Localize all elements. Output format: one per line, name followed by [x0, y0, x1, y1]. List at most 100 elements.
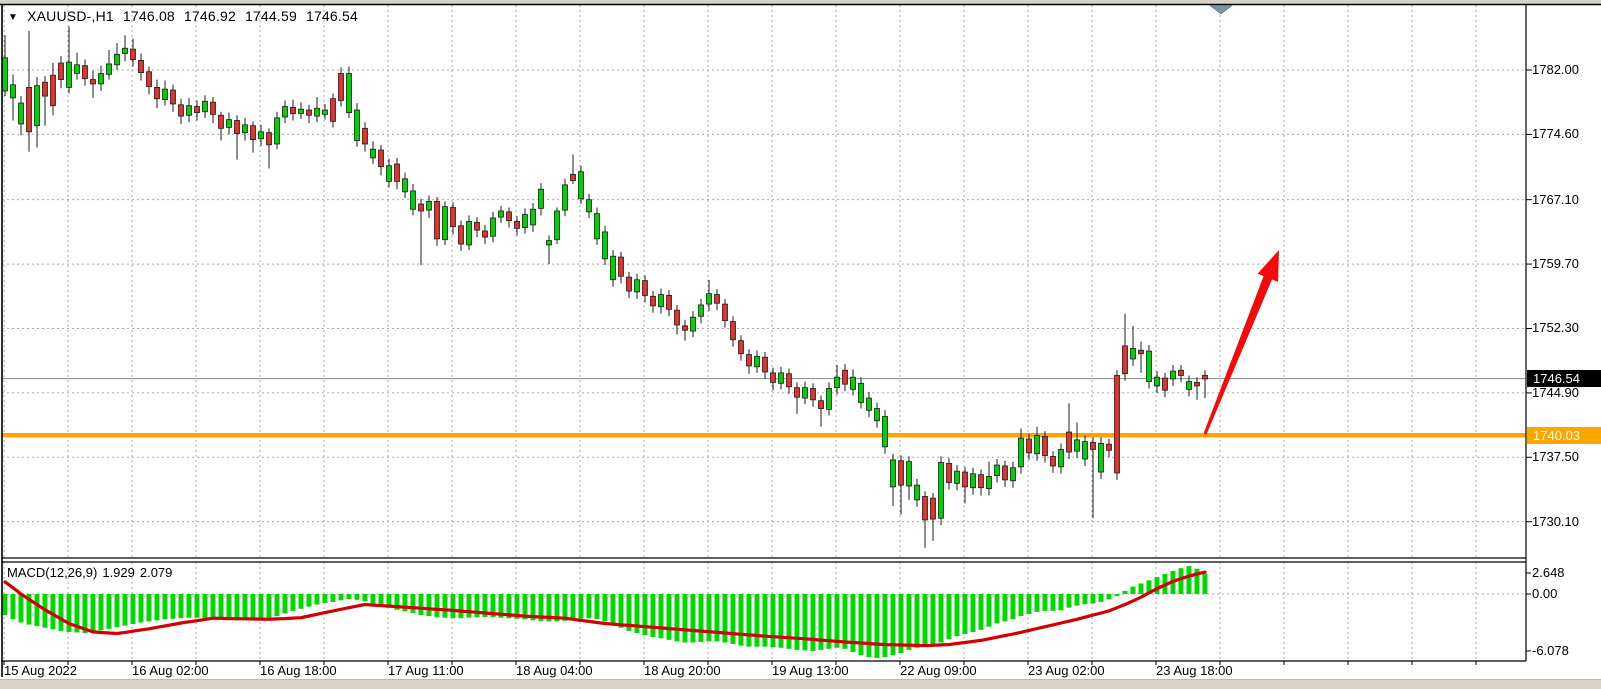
candle [138, 60, 144, 74]
high-value: 1746.92 [183, 8, 236, 24]
candle [1090, 442, 1096, 450]
macd-histogram-bar [914, 594, 920, 648]
macd-histogram-bar [978, 594, 984, 630]
candle [490, 217, 496, 237]
macd-histogram-bar [866, 594, 872, 658]
candle [386, 165, 392, 182]
candle [802, 387, 808, 399]
time-axis-label: 23 Aug 18:00 [1156, 663, 1233, 678]
macd-histogram-bar [210, 594, 216, 619]
macd-histogram-bar [1138, 583, 1144, 594]
macd-histogram-bar [402, 594, 408, 612]
candle [610, 255, 616, 281]
price-axis-label: 1752.30 [1532, 320, 1579, 336]
macd-axis-label: 2.648 [1532, 565, 1565, 580]
window-top-edge [0, 0, 1601, 4]
candle [1058, 449, 1064, 468]
candle [226, 119, 232, 128]
candle [858, 382, 864, 403]
macd-signal-value: 2.079 [139, 565, 173, 580]
macd-axis-label: -6.078 [1532, 643, 1569, 658]
candle [538, 188, 544, 209]
macd-histogram-bar [258, 594, 264, 620]
candle [1162, 377, 1168, 391]
candle [514, 221, 520, 229]
price-axis-label: 1759.70 [1532, 256, 1579, 272]
chevron-down-icon[interactable]: ▼ [8, 12, 19, 23]
price-axis-label: 1730.10 [1532, 513, 1579, 529]
macd-histogram-bar [1154, 577, 1160, 594]
macd-histogram-bar [554, 594, 560, 622]
candle [474, 221, 480, 231]
macd-histogram-bar [746, 594, 752, 647]
macd-histogram-bar [322, 594, 328, 603]
candle [914, 484, 920, 501]
candle [18, 102, 24, 125]
candle [1170, 370, 1176, 380]
macd-histogram-bar [242, 594, 248, 621]
candle [722, 303, 728, 322]
candle [370, 148, 376, 159]
macd-histogram-bar [698, 594, 704, 642]
macd-histogram-bar [602, 594, 608, 622]
candle [50, 74, 56, 107]
candle [1194, 382, 1200, 387]
macd-histogram-bar [1178, 568, 1184, 594]
candle [898, 460, 904, 486]
price-axis-label: 1744.90 [1532, 384, 1579, 400]
macd-histogram-bar [618, 594, 624, 628]
macd-histogram-bar [842, 594, 848, 649]
macd-histogram-bar [1202, 573, 1208, 594]
macd-histogram-bar [474, 594, 480, 618]
macd-histogram-bar [538, 594, 544, 621]
candle [986, 476, 992, 489]
macd-histogram-bar [1034, 594, 1040, 612]
macd-histogram-bar [874, 594, 880, 659]
candle [354, 109, 360, 141]
macd-histogram-bar [1186, 566, 1192, 594]
macd-histogram-bar [442, 594, 448, 618]
macd-histogram-bar [658, 594, 664, 639]
candle [738, 340, 744, 355]
candle [642, 280, 648, 296]
macd-histogram-bar [962, 594, 968, 635]
candle [938, 462, 944, 519]
macd-histogram-bar [1082, 594, 1088, 605]
macd-histogram-bar [282, 594, 288, 614]
macd-histogram-bar [522, 594, 528, 620]
candle [618, 256, 624, 277]
macd-histogram-bar [890, 594, 896, 656]
candle [874, 408, 880, 422]
candle [730, 321, 736, 341]
candle [1074, 439, 1080, 452]
candle [402, 178, 408, 193]
candle [922, 496, 928, 521]
macd-histogram-bar [642, 594, 648, 636]
symbol-ohlc-header: ▼ XAUUSD-,H1 1746.08 1746.92 1744.59 1746.54 [8, 7, 358, 27]
macd-histogram-bar [610, 594, 616, 625]
candle [194, 106, 200, 114]
time-axis-label: 22 Aug 09:00 [900, 663, 977, 678]
macd-histogram-bar [74, 594, 80, 633]
candle [322, 109, 328, 115]
price-axis-label: 1767.10 [1532, 191, 1579, 207]
time-axis-label: 18 Aug 04:00 [516, 663, 593, 678]
macd-histogram-bar [586, 594, 592, 619]
macd-histogram-bar [426, 594, 432, 617]
macd-histogram-bar [298, 594, 304, 609]
macd-histogram-bar [450, 594, 456, 619]
candle [994, 464, 1000, 476]
macd-histogram-bar [274, 594, 280, 617]
candle [1034, 435, 1040, 455]
macd-histogram-bar [26, 594, 32, 625]
macd-histogram-bar [1042, 594, 1048, 611]
candle [962, 471, 968, 488]
candle [1130, 348, 1136, 360]
candle [1154, 376, 1160, 387]
open-value: 1746.08 [122, 8, 175, 24]
window-bottom-edge [0, 679, 1601, 689]
macd-histogram-bar [770, 594, 776, 648]
macd-histogram-bar [1130, 586, 1136, 594]
macd-histogram-bar [338, 594, 344, 601]
